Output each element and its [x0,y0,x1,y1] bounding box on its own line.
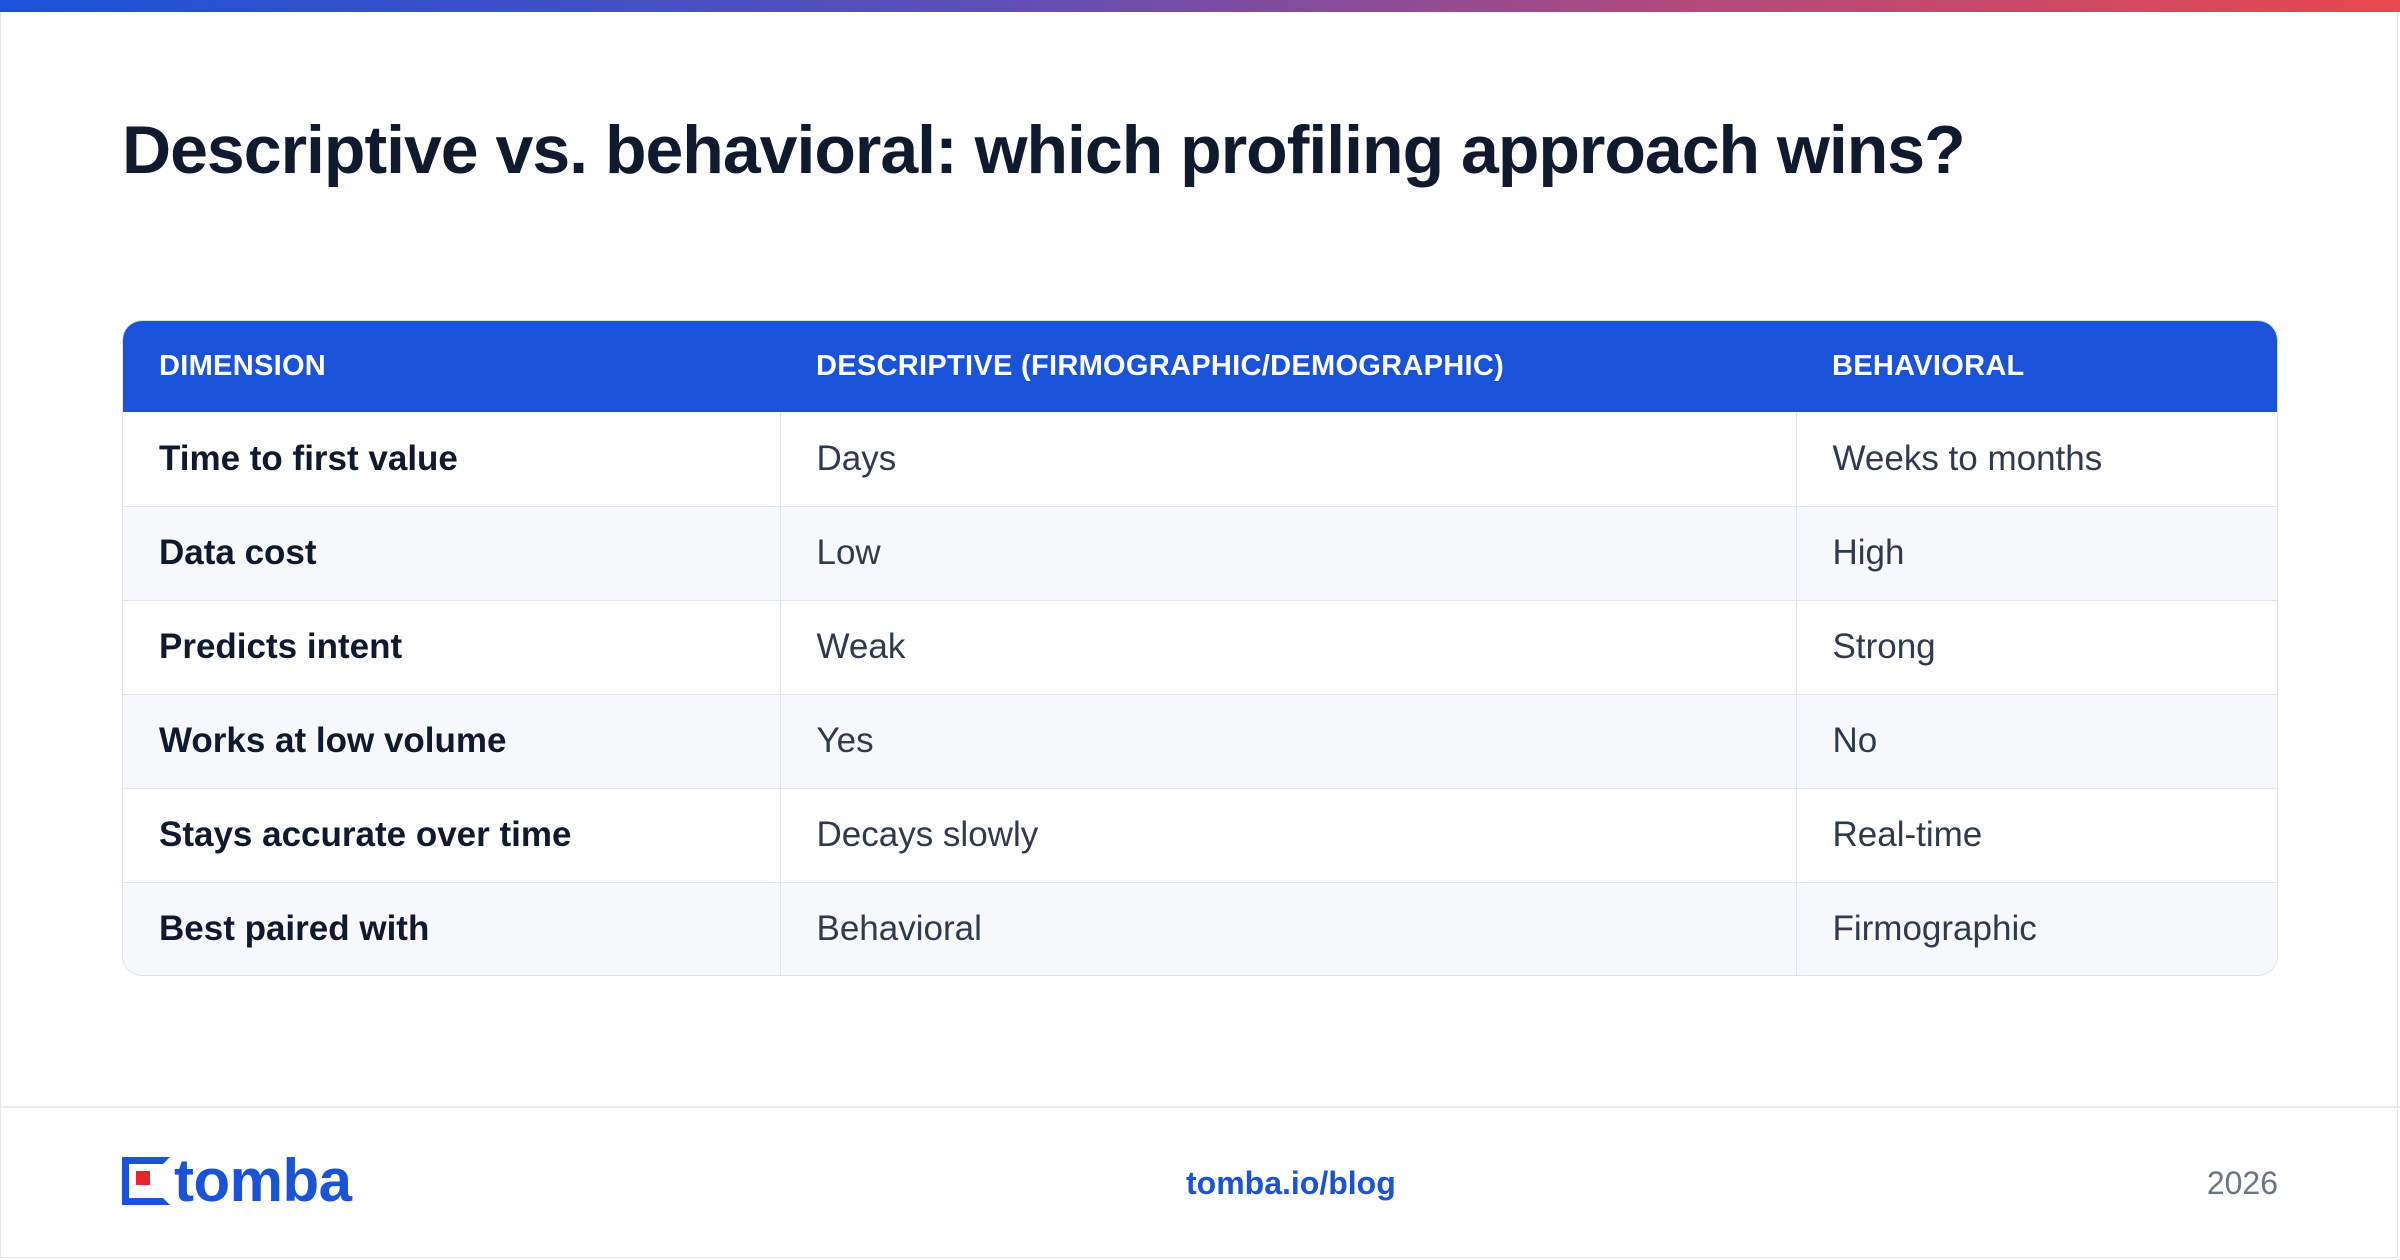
table-row: Predicts intent Weak Strong [123,600,2277,694]
row-dimension: Data cost [159,533,317,572]
table-row: Best paired with Behavioral Firmographic [123,882,2277,975]
logo-wordmark: tomba [174,1147,352,1214]
header-behavioral: BEHAVIORAL [1832,350,2025,382]
table-header-row: DIMENSION DESCRIPTIVE (FIRMOGRAPHIC/DEMO… [123,321,2277,412]
header-dimension: DIMENSION [159,350,327,382]
row-descriptive: Behavioral [779,882,1796,975]
row-descriptive: Weak [779,600,1796,694]
top-accent-bar [0,0,2400,12]
table-row: Stays accurate over time Decays slowly R… [123,788,2277,882]
tomba-logo[interactable]: tomba [122,1147,352,1214]
table-row: Works at low volume Yes No [123,694,2277,788]
row-behavioral: Weeks to months [1795,412,2277,506]
row-descriptive: Decays slowly [779,788,1796,882]
footer-divider [0,1106,2400,1108]
blog-link[interactable]: tomba.io/blog [1186,1165,1396,1201]
row-dimension: Works at low volume [159,721,507,760]
row-behavioral: Real-time [1795,788,2277,882]
footer-year: 2026 [2206,1165,2278,1201]
row-behavioral: High [1795,506,2277,600]
row-behavioral: Strong [1795,600,2277,694]
row-descriptive: Yes [779,694,1796,788]
header-descriptive: DESCRIPTIVE (FIRMOGRAPHIC/DEMOGRAPHIC) [816,350,1505,382]
row-dimension: Time to first value [159,438,458,478]
comparison-table: DIMENSION DESCRIPTIVE (FIRMOGRAPHIC/DEMO… [122,320,2278,976]
page-title: Descriptive vs. behavioral: which profil… [122,112,1966,188]
row-descriptive: Low [779,506,1796,600]
row-behavioral: Firmographic [1795,882,2277,975]
row-behavioral: No [1795,694,2277,788]
row-dimension: Stays accurate over time [159,815,572,854]
table-row: Time to first value Days Weeks to months [123,412,2277,506]
row-dimension: Best paired with [159,909,430,949]
row-dimension: Predicts intent [159,627,403,666]
table-row: Data cost Low High [123,506,2277,600]
tomba-logo-icon [122,1157,170,1205]
row-descriptive: Days [779,412,1796,506]
